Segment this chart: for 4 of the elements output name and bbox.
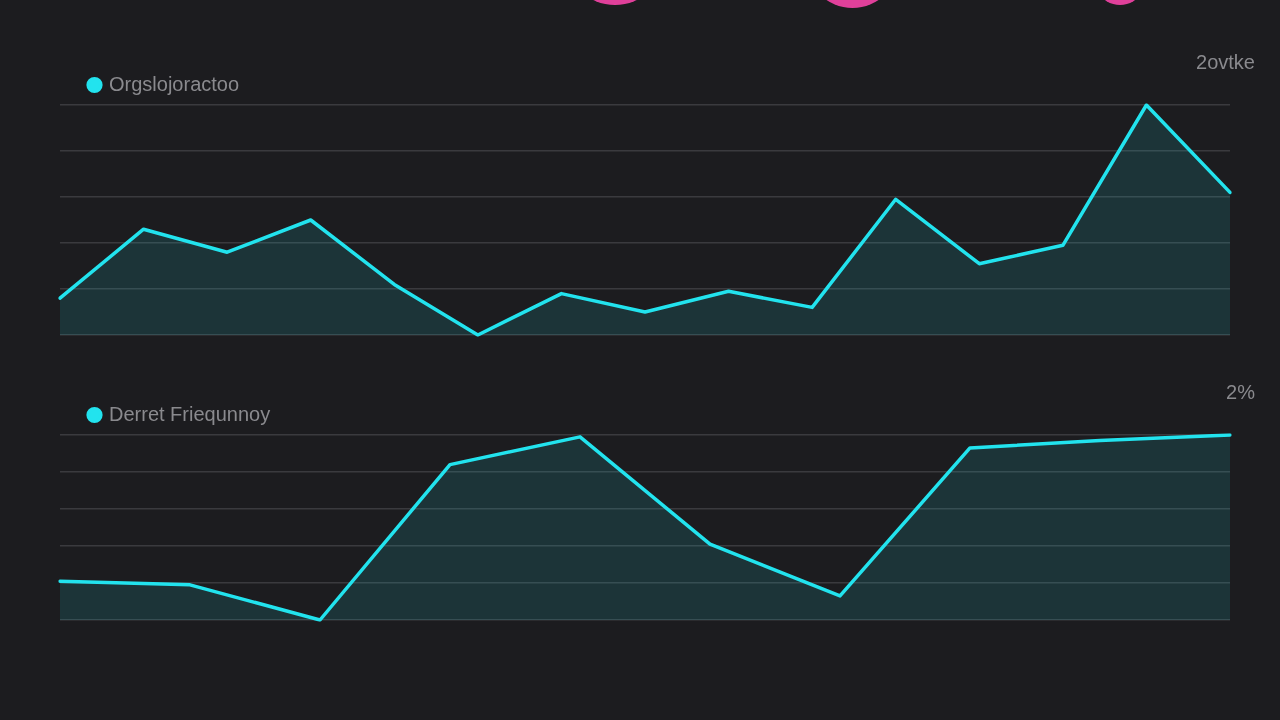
legend-label: Derret Friequnnoy — [109, 402, 271, 425]
text: 2% — [1226, 380, 1256, 403]
text: 2ovtke — [1196, 50, 1255, 73]
legend-label: Orgslojoractoo — [109, 72, 240, 95]
